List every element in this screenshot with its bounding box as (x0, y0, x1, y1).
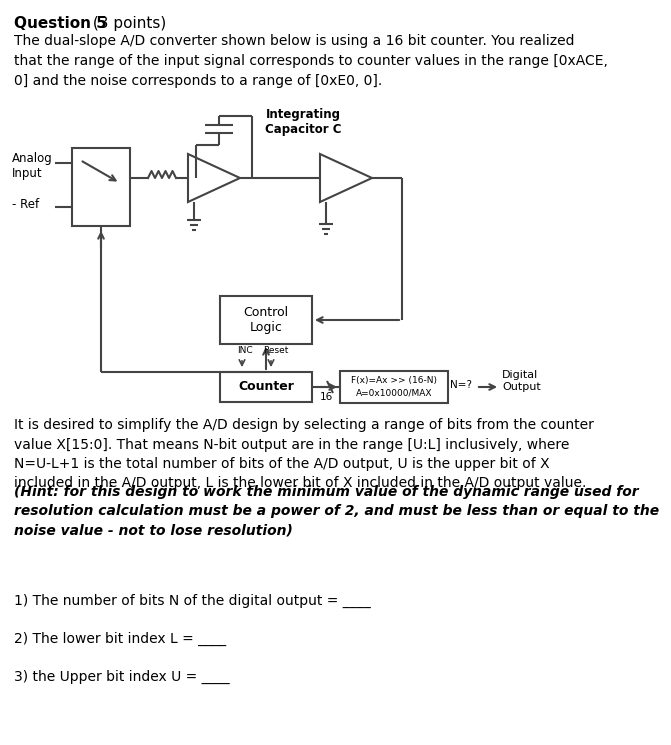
Text: It is desired to simplify the A/D design by selecting a range of bits from the c: It is desired to simplify the A/D design… (14, 418, 594, 490)
Text: Analog
Input: Analog Input (12, 152, 53, 180)
Text: Reset: Reset (263, 346, 289, 355)
Text: A=0x10000/MAX: A=0x10000/MAX (356, 388, 432, 398)
Text: Control
Logic: Control Logic (244, 306, 289, 334)
Text: (Hint: for this design to work the minimum value of the dynamic range used for
r: (Hint: for this design to work the minim… (14, 485, 659, 538)
Bar (220, 296, 312, 344)
Text: 2) The lower bit index L = ____: 2) The lower bit index L = ____ (14, 632, 226, 646)
Text: N=?: N=? (450, 380, 472, 390)
Text: F(x)=Ax >> (16-N): F(x)=Ax >> (16-N) (351, 376, 437, 385)
Bar (340, 371, 448, 403)
Text: (3 points): (3 points) (88, 16, 166, 31)
Bar (72, 148, 130, 226)
Bar (220, 372, 312, 402)
Text: Integrating
Capacitor C: Integrating Capacitor C (265, 108, 342, 136)
Text: 16: 16 (319, 392, 333, 402)
Text: Counter: Counter (238, 381, 294, 393)
Text: INC: INC (237, 346, 252, 355)
Text: Question 5: Question 5 (14, 16, 107, 31)
Text: 1) The number of bits N of the digital output = ____: 1) The number of bits N of the digital o… (14, 594, 371, 608)
Text: - Ref: - Ref (12, 198, 39, 211)
Text: 3) the Upper bit index U = ____: 3) the Upper bit index U = ____ (14, 670, 229, 684)
Text: The dual-slope A/D converter shown below is using a 16 bit counter. You realized: The dual-slope A/D converter shown below… (14, 34, 608, 88)
Text: Digital
Output: Digital Output (502, 370, 541, 392)
